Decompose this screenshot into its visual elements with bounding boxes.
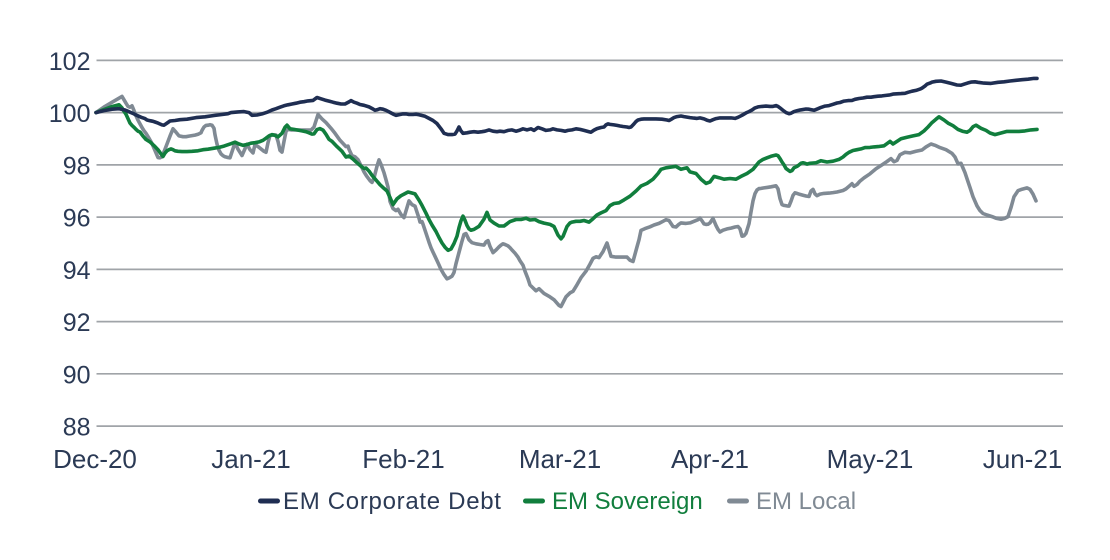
svg-text:Feb-21: Feb-21: [362, 444, 444, 474]
svg-text:Mar-21: Mar-21: [519, 444, 601, 474]
svg-text:EM Corporate Debt: EM Corporate Debt: [283, 488, 502, 515]
svg-text:100: 100: [49, 100, 91, 128]
svg-text:102: 102: [49, 48, 91, 76]
svg-text:88: 88: [63, 414, 91, 442]
svg-text:EM Sovereign: EM Sovereign: [552, 488, 703, 515]
svg-text:May-21: May-21: [827, 444, 914, 474]
svg-text:Jun-21: Jun-21: [983, 444, 1063, 474]
svg-text:96: 96: [63, 205, 91, 233]
svg-text:Dec-20: Dec-20: [53, 444, 137, 474]
svg-text:98: 98: [63, 152, 91, 180]
svg-text:EM Local: EM Local: [756, 488, 856, 515]
svg-text:Apr-21: Apr-21: [671, 444, 749, 474]
svg-text:92: 92: [63, 309, 91, 337]
svg-text:Jan-21: Jan-21: [211, 444, 291, 474]
svg-text:94: 94: [63, 257, 91, 285]
svg-text:90: 90: [63, 361, 91, 389]
